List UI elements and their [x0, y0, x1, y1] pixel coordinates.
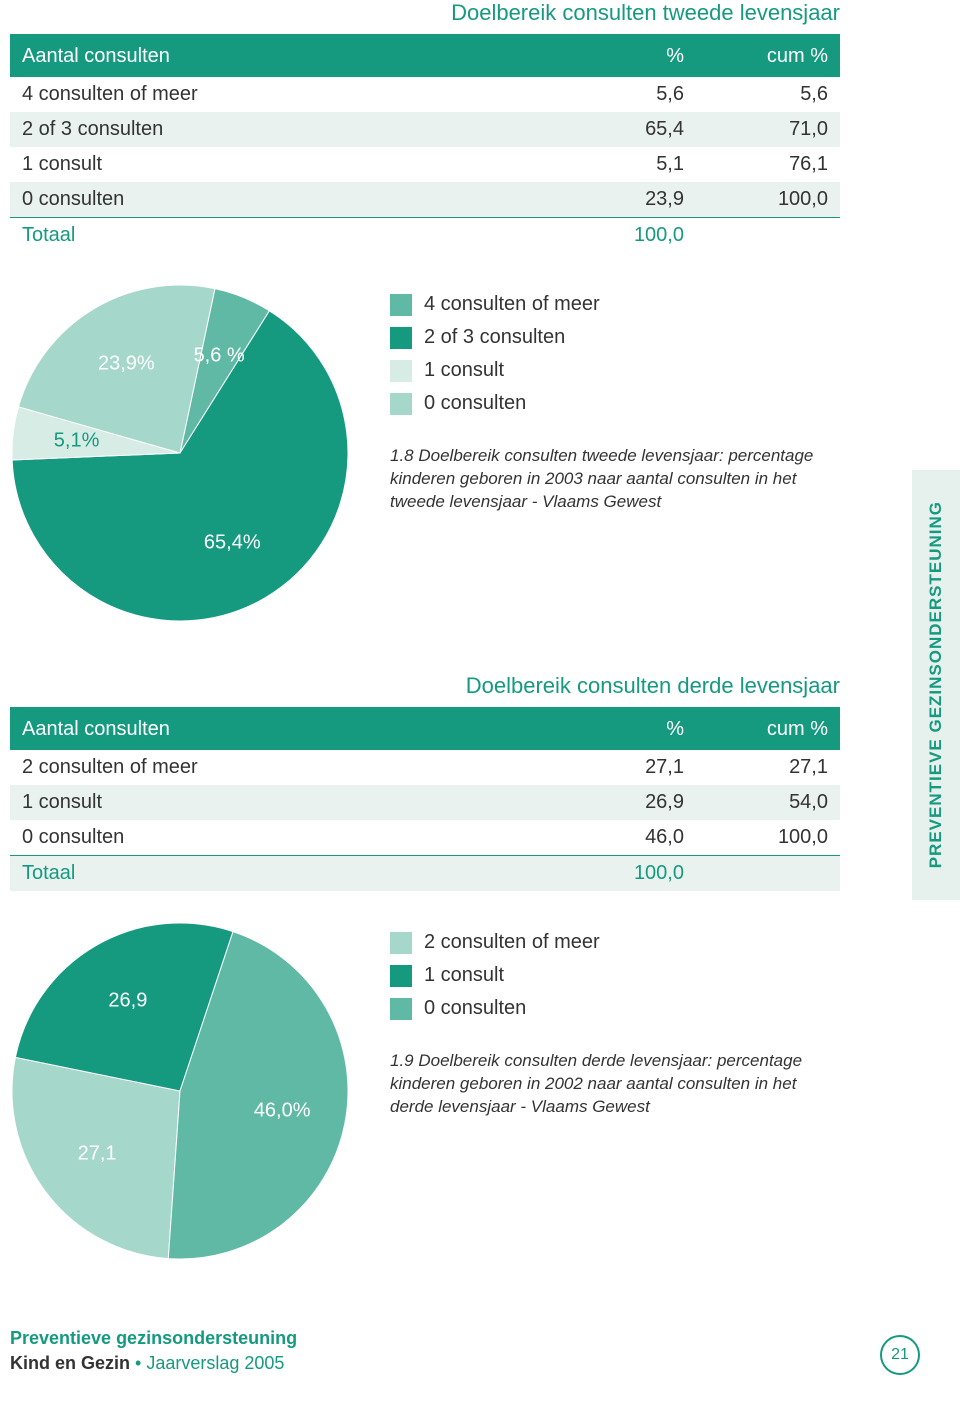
legend-swatch [390, 327, 412, 349]
pie-slice-label: 65,4% [204, 532, 261, 555]
legend-label: 1 consult [424, 964, 504, 987]
legend-label: 0 consulten [424, 392, 526, 415]
footer: Preventieve gezinsondersteuning Kind en … [10, 1326, 920, 1375]
legend-swatch [390, 998, 412, 1020]
table-total-row: Totaal100,0 [10, 218, 840, 254]
caption-1: 1.8 Doelbereik consulten tweede levensja… [390, 445, 820, 514]
pie-slice-label: 23,9% [98, 352, 155, 375]
column-header: Aantal consulten [10, 36, 552, 77]
table-row: 1 consult5,176,1 [10, 147, 840, 182]
table-2: Aantal consulten%cum % 2 consulten of me… [10, 707, 840, 891]
table-row: 2 consulten of meer27,127,1 [10, 750, 840, 786]
pie-slice-label: 5,1% [54, 429, 100, 452]
column-header: % [552, 709, 696, 750]
legend-item: 1 consult [390, 964, 820, 987]
legend-item: 2 consulten of meer [390, 931, 820, 954]
caption-2: 1.9 Doelbereik consulten derde levensjaa… [390, 1050, 820, 1119]
legend-swatch [390, 932, 412, 954]
column-header: % [552, 36, 696, 77]
pie-chart-2: 27,1 26,9 46,0% [10, 921, 350, 1261]
page-number: 21 [891, 1346, 909, 1364]
pie-slice-label: 46,0% [254, 1100, 311, 1123]
side-tab-label: PREVENTIEVE GEZINSONDERSTEUNING [926, 501, 946, 868]
legend-item: 4 consulten of meer [390, 293, 820, 316]
pie-chart-1: 5,6 % 65,4% 5,1% 23,9% [10, 283, 350, 623]
legend-1: 4 consulten of meer 2 of 3 consulten 1 con… [390, 293, 820, 415]
pie-slice-label: 26,9 [108, 989, 147, 1012]
pie-slice-label: 5,6 % [194, 345, 245, 368]
table-row: 0 consulten23,9100,0 [10, 182, 840, 218]
legend-label: 4 consulten of meer [424, 293, 600, 316]
legend-label: 1 consult [424, 359, 504, 382]
table-total-row: Totaal100,0 [10, 856, 840, 892]
table-row: 4 consulten of meer5,65,6 [10, 77, 840, 113]
legend-swatch [390, 294, 412, 316]
legend-swatch [390, 360, 412, 382]
side-tab: PREVENTIEVE GEZINSONDERSTEUNING [912, 470, 960, 900]
page-number-badge: 21 [880, 1335, 920, 1375]
legend-label: 0 consulten [424, 997, 526, 1020]
legend-item: 1 consult [390, 359, 820, 382]
footer-report: Jaarverslag 2005 [146, 1353, 284, 1373]
footer-org: Kind en Gezin [10, 1353, 130, 1373]
pie-slice-label: 27,1 [78, 1143, 117, 1166]
column-header: Aantal consulten [10, 709, 552, 750]
table-row: 2 of 3 consulten65,471,0 [10, 112, 840, 147]
footer-line1: Preventieve gezinsondersteuning [10, 1328, 297, 1348]
legend-item: 2 of 3 consulten [390, 326, 820, 349]
column-header: cum % [696, 36, 840, 77]
legend-swatch [390, 393, 412, 415]
table-row: 1 consult26,954,0 [10, 785, 840, 820]
legend-item: 0 consulten [390, 997, 820, 1020]
section2-title: Doelbereik consulten derde levensjaar [10, 673, 840, 699]
legend-label: 2 of 3 consulten [424, 326, 565, 349]
table-1: Aantal consulten%cum % 4 consulten of me… [10, 34, 840, 253]
legend-label: 2 consulten of meer [424, 931, 600, 954]
legend-2: 2 consulten of meer 1 consult 0 consulten [390, 931, 820, 1020]
legend-swatch [390, 965, 412, 987]
column-header: cum % [696, 709, 840, 750]
table-row: 0 consulten46,0100,0 [10, 820, 840, 856]
legend-item: 0 consulten [390, 392, 820, 415]
section1-title: Doelbereik consulten tweede levensjaar [10, 0, 840, 26]
